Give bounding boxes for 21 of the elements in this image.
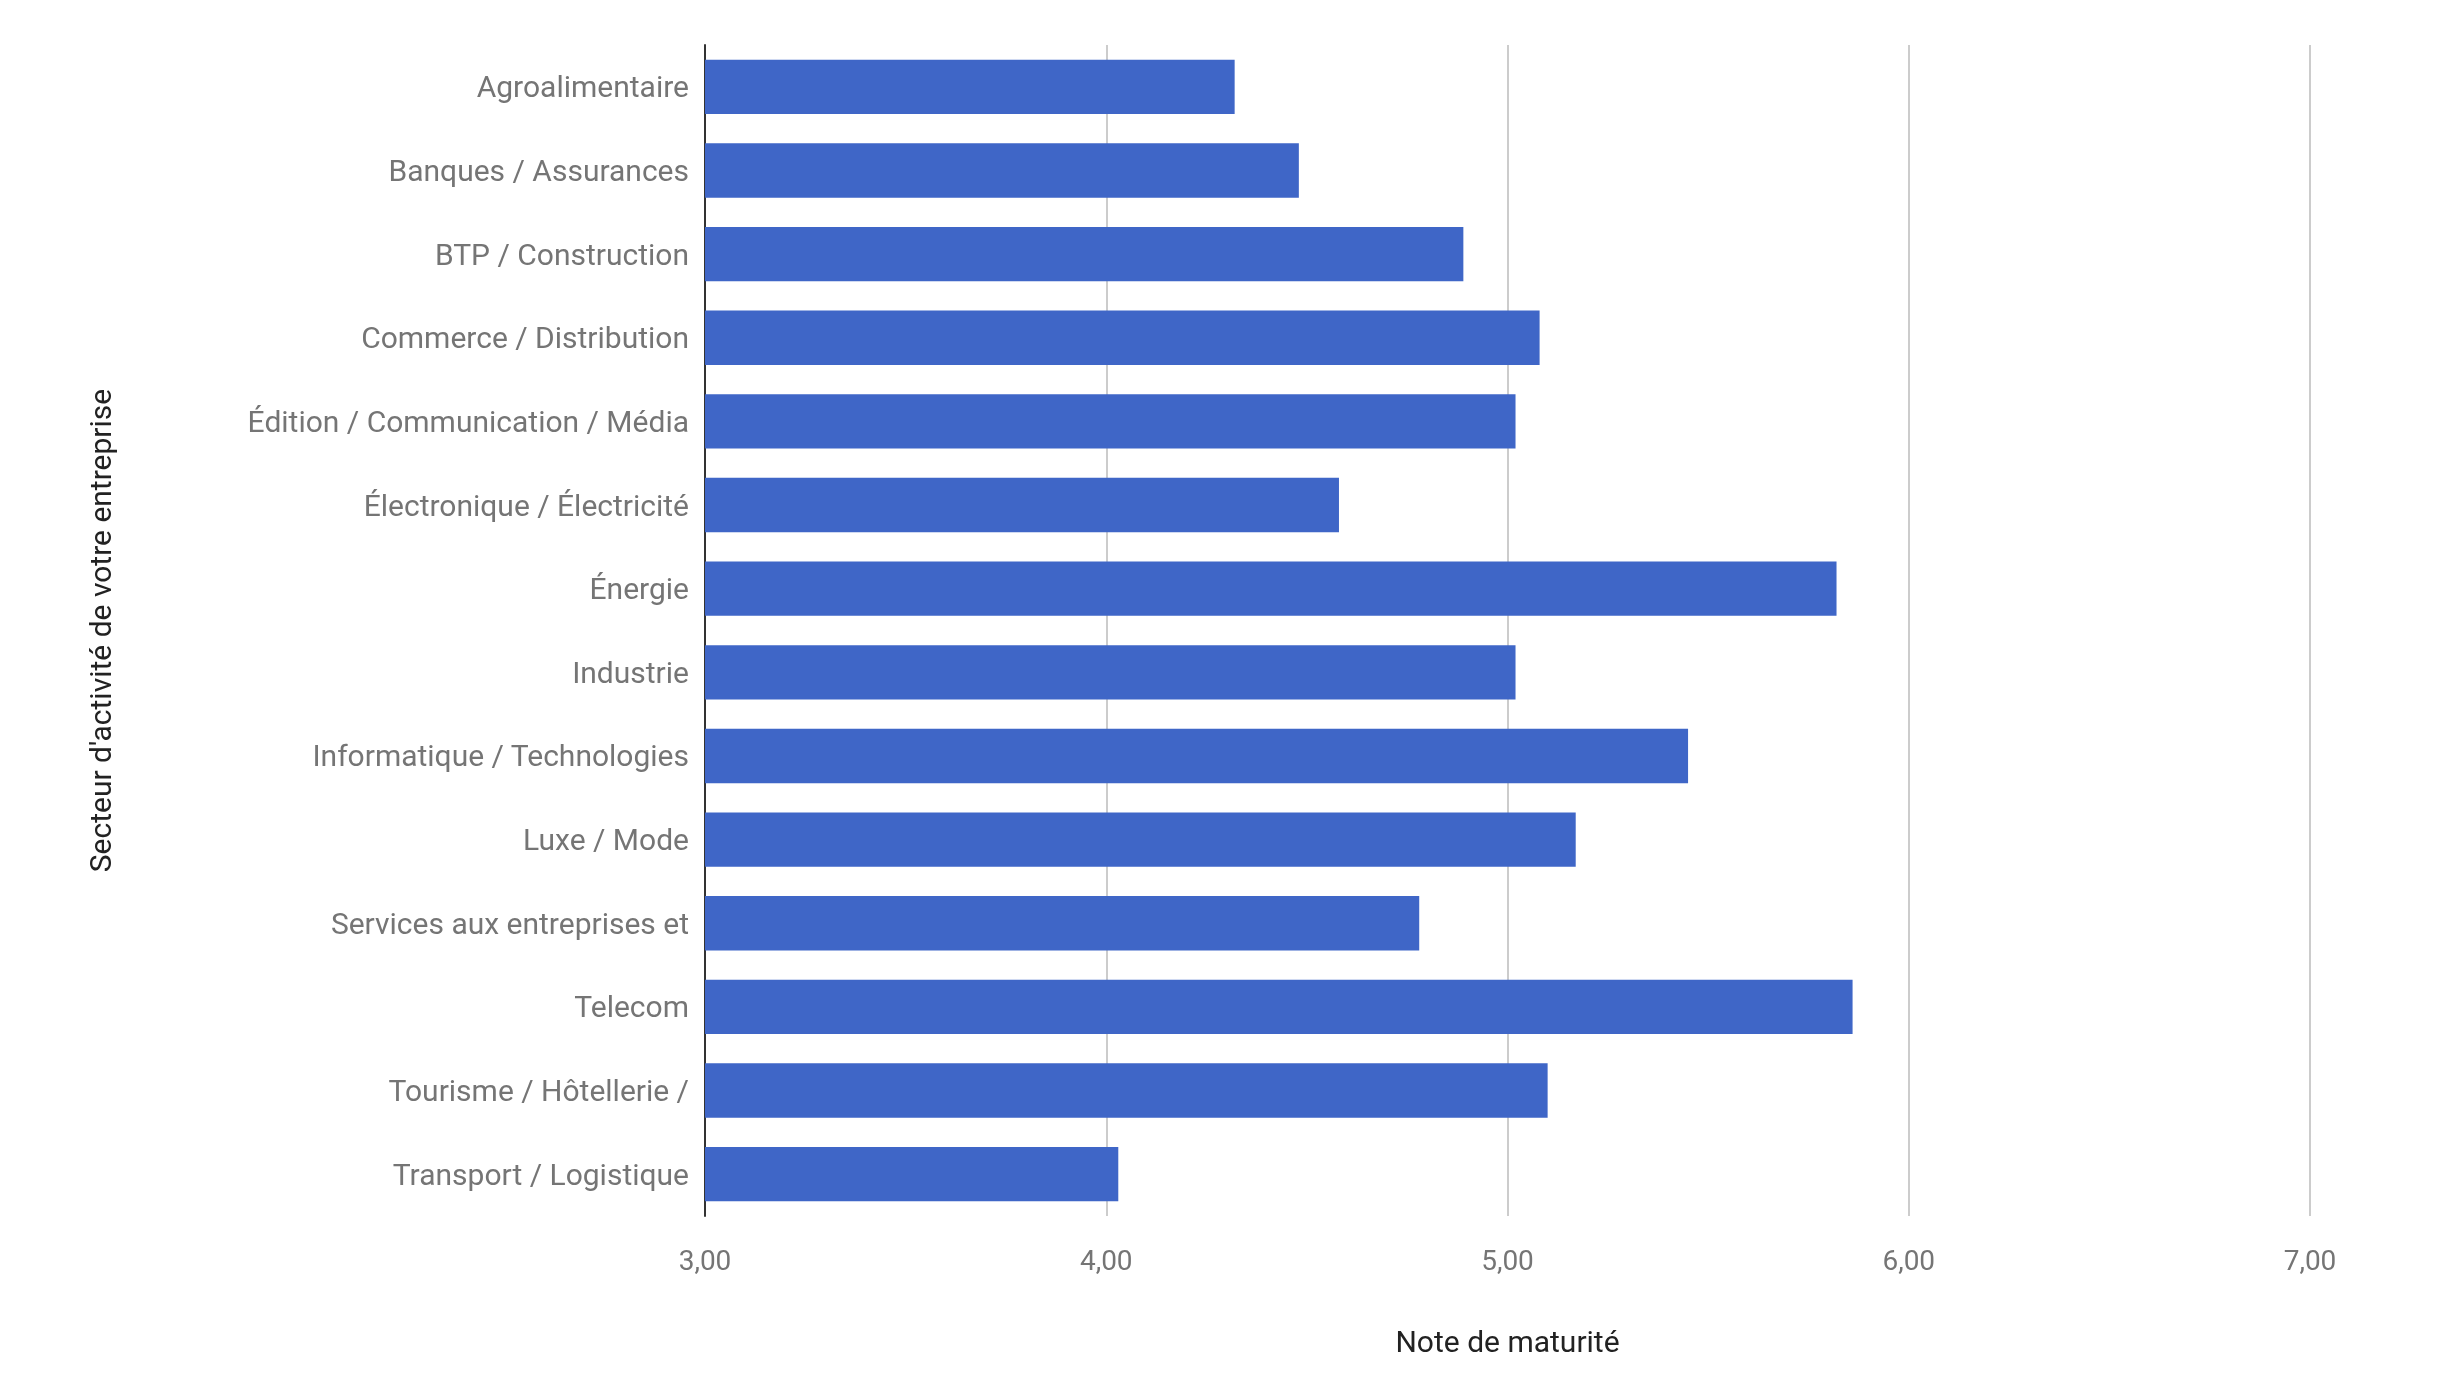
- y-tick-label: Industrie: [572, 654, 689, 690]
- x-tick-label: 4,00: [1079, 1243, 1133, 1277]
- x-tick-label: 6,00: [1882, 1243, 1936, 1277]
- y-tick-label: BTP / Construction: [434, 236, 689, 272]
- x-axis-title: Note de maturité: [1395, 1323, 1620, 1359]
- y-tick-label: Agroalimentaire: [476, 69, 689, 105]
- y-tick-label: Commerce / Distribution: [361, 320, 689, 356]
- y-axis-title: Secteur d'activité de votre entreprise: [82, 388, 118, 873]
- y-tick-label: Tourisme / Hôtellerie /: [388, 1073, 689, 1109]
- y-tick-label: Telecom: [574, 989, 689, 1025]
- x-tick-label: 5,00: [1481, 1243, 1534, 1277]
- y-tick-label: Luxe / Mode: [523, 822, 689, 858]
- x-tick-label: 7,00: [2283, 1243, 2337, 1277]
- y-tick-label: Électronique / Électricité: [363, 487, 689, 523]
- y-tick-label: Services aux entreprises et: [330, 905, 689, 941]
- y-tick-label: Édition / Communication / Média: [247, 403, 689, 439]
- x-tick-label: 3,00: [678, 1243, 732, 1277]
- y-tick-label: Informatique / Technologies: [312, 738, 689, 774]
- y-tick-label: Énergie: [589, 571, 689, 607]
- y-tick-label: Transport / Logistique: [392, 1156, 689, 1192]
- y-tick-label: Banques / Assurances: [388, 152, 689, 188]
